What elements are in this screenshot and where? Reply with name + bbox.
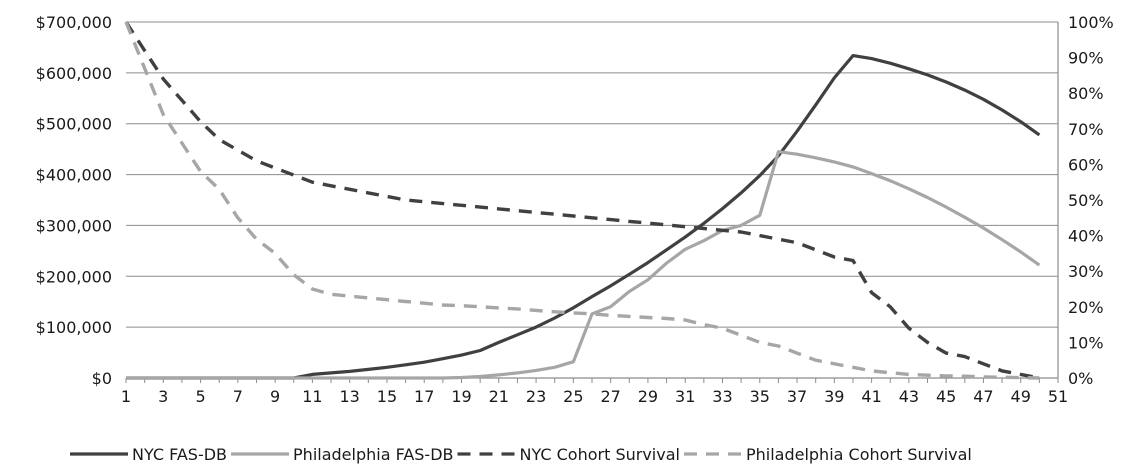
series-line-philadelphia-cohort-survival <box>124 21 1040 380</box>
y-left-tick-label: $300,000 <box>36 216 112 235</box>
x-tick-label: 15 <box>377 387 397 406</box>
x-tick-label: 29 <box>638 387 658 406</box>
x-tick-label: 19 <box>451 387 471 406</box>
x-tick-label: 33 <box>712 387 732 406</box>
x-tick-label: 31 <box>675 387 695 406</box>
x-tick-label: 3 <box>158 387 168 406</box>
x-tick-label: 7 <box>233 387 243 406</box>
y-left-tick-label: $700,000 <box>36 13 112 32</box>
y-right-tick-label: 0% <box>1068 369 1093 388</box>
y-right-tick-label: 50% <box>1068 191 1104 210</box>
y-left-tick-label: $0 <box>92 369 112 388</box>
y-right-tick-label: 10% <box>1068 333 1104 352</box>
series-line-nyc-fas-db <box>126 53 1041 380</box>
x-tick-label: 35 <box>750 387 770 406</box>
y-left-tick-label: $400,000 <box>36 166 112 185</box>
x-tick-label: 37 <box>787 387 807 406</box>
x-tick-label: 41 <box>861 387 881 406</box>
x-tick-label: 23 <box>526 387 546 406</box>
y-right-tick-label: 80% <box>1068 84 1104 103</box>
x-tick-label: 1 <box>121 387 131 406</box>
x-tick-label: 21 <box>489 387 509 406</box>
x-tick-label: 5 <box>195 387 205 406</box>
legend-label-nyc-fas-db: NYC FAS-DB <box>132 445 227 464</box>
x-tick-label: 27 <box>600 387 620 406</box>
legend-label-philadelphia-cohort-survival: Philadelphia Cohort Survival <box>746 445 972 464</box>
y-left-tick-label: $600,000 <box>36 64 112 83</box>
x-tick-label: 25 <box>563 387 583 406</box>
y-right-tick-label: 20% <box>1068 298 1104 317</box>
x-tick-label: 51 <box>1048 387 1068 406</box>
legend: NYC FAS-DB Philadelphia FAS-DB NYC Cohort … <box>70 445 972 464</box>
y-left-tick-label: $200,000 <box>36 267 112 286</box>
x-tick-label: 13 <box>340 387 360 406</box>
x-tick-label: 47 <box>973 387 993 406</box>
series-line-nyc-cohort-survival <box>124 21 1040 380</box>
x-tick-label: 17 <box>414 387 434 406</box>
y-right-tick-label: 40% <box>1068 227 1104 246</box>
y-left-tick-label: $500,000 <box>36 115 112 134</box>
y-right-tick-label: 70% <box>1068 120 1104 139</box>
y-right-tick-label: 60% <box>1068 155 1104 174</box>
y-right-tick-label: 30% <box>1068 262 1104 281</box>
x-tick-label: 49 <box>1011 387 1031 406</box>
x-tick-label: 45 <box>936 387 956 406</box>
y-right-tick-label: 90% <box>1068 49 1104 68</box>
series-lines <box>124 21 1041 380</box>
x-tick-label: 39 <box>824 387 844 406</box>
y-right-tick-label: 100% <box>1068 13 1114 32</box>
y-left-tick-label: $100,000 <box>36 318 112 337</box>
legend-label-philadelphia-fas-db: Philadelphia FAS-DB <box>293 445 453 464</box>
gridlines <box>126 21 1058 328</box>
x-tick-label: 9 <box>270 387 280 406</box>
x-tick-label: 11 <box>302 387 322 406</box>
series-line-philadelphia-fas-db <box>126 150 1041 380</box>
x-tick-label: 43 <box>899 387 919 406</box>
legend-label-nyc-cohort-survival: NYC Cohort Survival <box>520 445 680 464</box>
